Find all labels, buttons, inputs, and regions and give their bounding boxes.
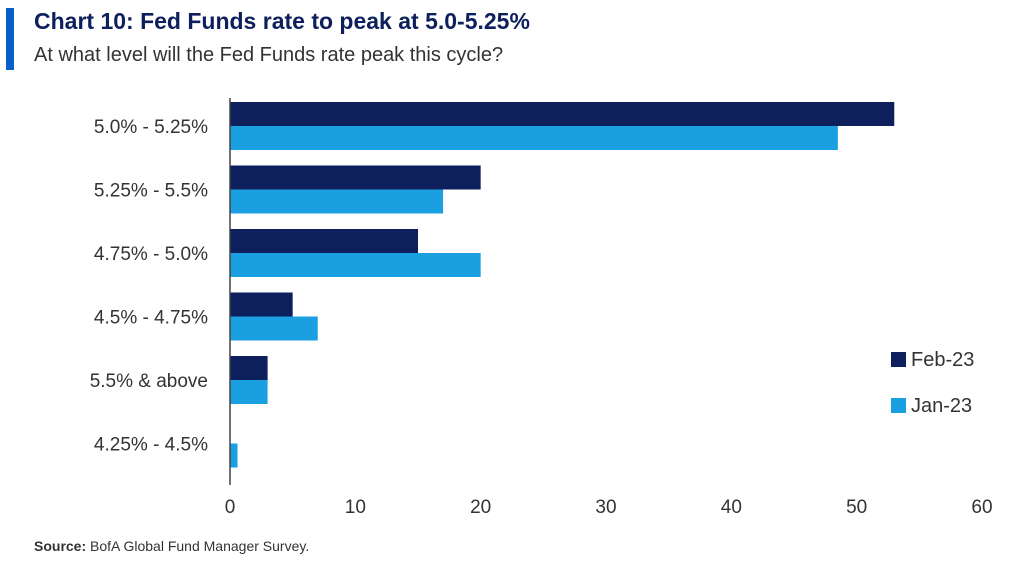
x-tick-label: 20 [470, 497, 491, 518]
category-label: 5.25% - 5.5% [94, 181, 208, 202]
legend-label: Feb-23 [911, 349, 974, 371]
category-label: 4.5% - 4.75% [94, 308, 208, 329]
bar-jan-23 [230, 253, 481, 277]
category-label: 5.5% & above [90, 371, 208, 392]
legend-label: Jan-23 [911, 395, 972, 417]
x-tick-label: 0 [225, 497, 236, 518]
bar-jan-23 [230, 126, 838, 150]
bar-feb-23 [230, 102, 895, 126]
x-tick-label: 10 [345, 497, 366, 518]
x-tick-label: 30 [595, 497, 616, 518]
bar-jan-23 [230, 189, 444, 214]
legend-swatch-feb-23 [891, 352, 906, 367]
source-note: Source: BofA Global Fund Manager Survey. [34, 538, 309, 554]
title-accent-bar [6, 8, 14, 70]
source-text: BofA Global Fund Manager Survey. [90, 538, 310, 554]
bar-feb-23 [230, 292, 293, 317]
source-label: Source: [34, 538, 87, 554]
bar-jan-23 [230, 443, 238, 468]
x-tick-label: 40 [721, 497, 742, 518]
category-label: 4.75% - 5.0% [94, 244, 208, 265]
chart-title: Chart 10: Fed Funds rate to peak at 5.0-… [34, 8, 530, 34]
category-label: 4.25% - 4.5% [94, 435, 208, 456]
bar-jan-23 [230, 316, 318, 341]
x-tick-label: 60 [971, 497, 992, 518]
bar-feb-23 [230, 165, 481, 190]
legend-swatch-jan-23 [891, 398, 906, 413]
bar-feb-23 [230, 229, 418, 253]
bar-feb-23 [230, 356, 268, 380]
category-label: 5.0% - 5.25% [94, 117, 208, 138]
bar-jan-23 [230, 380, 268, 404]
x-tick-label: 50 [846, 497, 867, 518]
chart-subtitle: At what level will the Fed Funds rate pe… [34, 44, 504, 66]
